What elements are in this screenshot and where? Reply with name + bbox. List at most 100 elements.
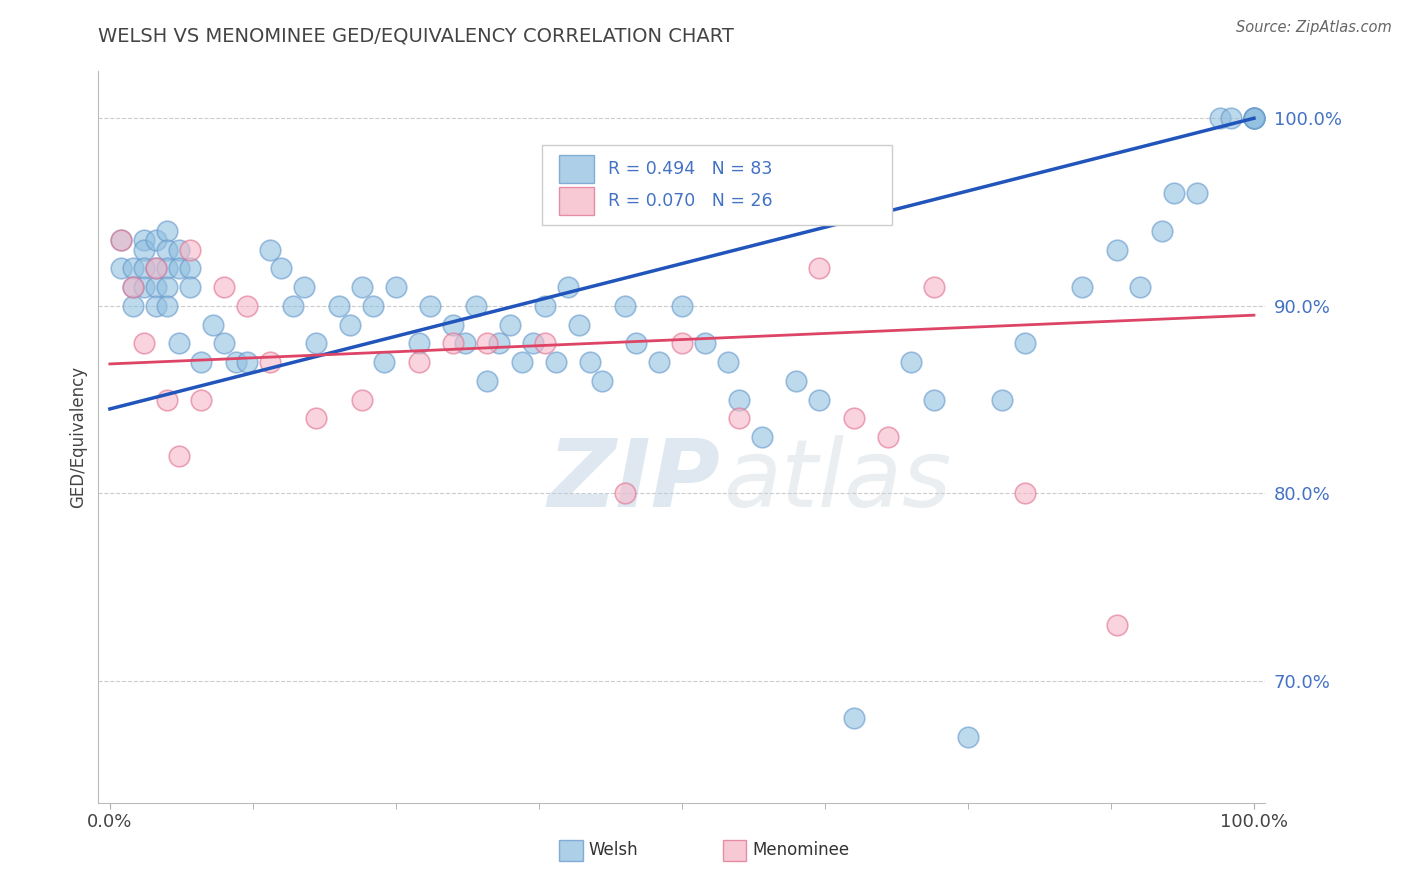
Point: [1128, 280, 1150, 294]
Y-axis label: GED/Equivalency: GED/Equivalency: [69, 366, 87, 508]
Text: atlas: atlas: [723, 435, 950, 526]
Point: [328, 299, 350, 313]
Point: [533, 336, 555, 351]
Point: [717, 355, 740, 369]
Point: [167, 261, 190, 276]
Point: [156, 392, 179, 407]
Text: WELSH VS MENOMINEE GED/EQUIVALENCY CORRELATION CHART: WELSH VS MENOMINEE GED/EQUIVALENCY CORRE…: [98, 27, 734, 45]
Point: [1152, 224, 1174, 238]
Point: [842, 411, 865, 425]
Point: [134, 280, 156, 294]
Point: [568, 318, 591, 332]
Point: [156, 243, 179, 257]
Point: [167, 336, 190, 351]
Point: [1243, 112, 1265, 126]
Point: [236, 299, 259, 313]
Point: [1014, 336, 1036, 351]
FancyBboxPatch shape: [560, 154, 595, 183]
Point: [956, 730, 979, 744]
Point: [579, 355, 602, 369]
FancyBboxPatch shape: [560, 840, 582, 861]
Point: [408, 336, 430, 351]
Point: [1208, 112, 1230, 126]
Point: [156, 261, 179, 276]
Point: [557, 280, 579, 294]
Point: [134, 233, 156, 247]
Point: [305, 411, 328, 425]
Point: [259, 243, 281, 257]
FancyBboxPatch shape: [541, 145, 891, 225]
Point: [201, 318, 224, 332]
Point: [510, 355, 533, 369]
FancyBboxPatch shape: [560, 187, 595, 215]
Point: [900, 355, 922, 369]
Point: [145, 280, 167, 294]
Text: Source: ZipAtlas.com: Source: ZipAtlas.com: [1236, 20, 1392, 35]
Point: [671, 299, 693, 313]
Point: [1163, 186, 1185, 201]
Point: [292, 280, 315, 294]
Point: [991, 392, 1014, 407]
Point: [808, 392, 831, 407]
Point: [190, 355, 212, 369]
Point: [1185, 186, 1208, 201]
Point: [693, 336, 716, 351]
Point: [385, 280, 408, 294]
Text: Welsh: Welsh: [589, 841, 638, 859]
Point: [225, 355, 247, 369]
Point: [350, 392, 373, 407]
Point: [876, 430, 898, 444]
Point: [145, 261, 167, 276]
Point: [134, 261, 156, 276]
Point: [1220, 112, 1243, 126]
Point: [1243, 112, 1265, 126]
Point: [121, 280, 143, 294]
Point: [270, 261, 292, 276]
Point: [419, 299, 441, 313]
Point: [339, 318, 361, 332]
Point: [751, 430, 773, 444]
Point: [121, 280, 143, 294]
Point: [499, 318, 522, 332]
Point: [728, 411, 751, 425]
Point: [477, 336, 499, 351]
Text: ZIP: ZIP: [548, 435, 721, 527]
Point: [441, 336, 464, 351]
Point: [121, 299, 143, 313]
Point: [350, 280, 373, 294]
Point: [179, 243, 201, 257]
Point: [1071, 280, 1094, 294]
Point: [408, 355, 430, 369]
Point: [544, 355, 567, 369]
Point: [156, 224, 179, 238]
Text: R = 0.494   N = 83: R = 0.494 N = 83: [609, 160, 773, 178]
FancyBboxPatch shape: [723, 840, 747, 861]
Point: [624, 336, 647, 351]
Point: [167, 449, 190, 463]
Point: [373, 355, 395, 369]
Point: [134, 243, 156, 257]
Point: [1105, 617, 1128, 632]
Point: [441, 318, 464, 332]
Point: [190, 392, 212, 407]
Point: [156, 280, 179, 294]
Point: [453, 336, 475, 351]
Point: [236, 355, 259, 369]
Point: [145, 299, 167, 313]
Point: [728, 392, 751, 407]
Point: [145, 261, 167, 276]
Point: [808, 261, 831, 276]
Point: [1243, 112, 1265, 126]
Text: R = 0.070   N = 26: R = 0.070 N = 26: [609, 192, 773, 210]
Point: [477, 374, 499, 388]
Point: [488, 336, 510, 351]
Point: [1243, 112, 1265, 126]
Point: [922, 280, 945, 294]
Point: [259, 355, 281, 369]
Point: [214, 336, 236, 351]
Point: [648, 355, 671, 369]
Point: [121, 261, 143, 276]
Point: [613, 486, 636, 500]
Point: [533, 299, 555, 313]
Point: [465, 299, 488, 313]
